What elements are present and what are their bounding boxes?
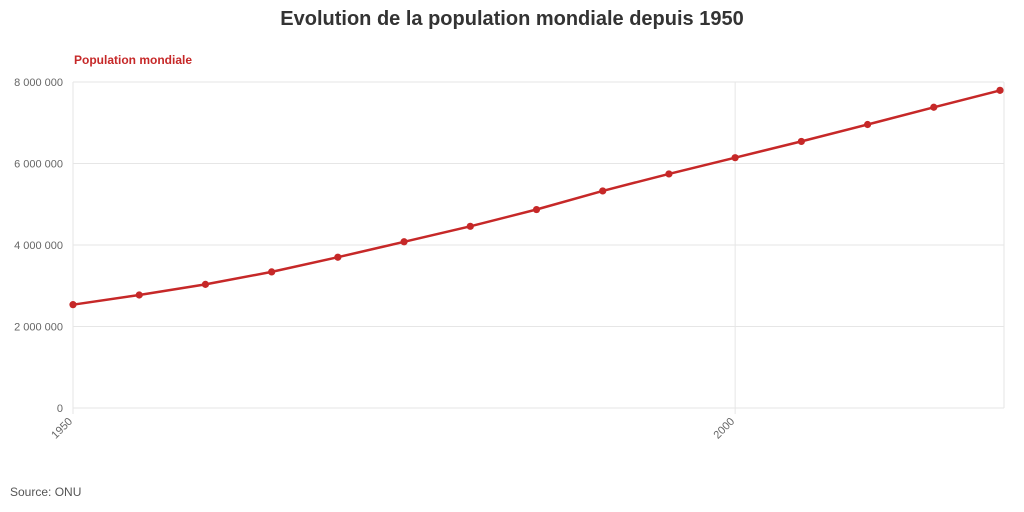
grid-lines <box>72 81 1005 414</box>
data-point <box>135 291 143 299</box>
y-tick-label: 2 000 000 <box>14 322 63 334</box>
y-tick-label: 4 000 000 <box>14 240 63 252</box>
data-point <box>69 301 77 309</box>
source-text: Source: ONU <box>10 485 82 499</box>
data-point <box>334 253 342 261</box>
y-tick-label: 6 000 000 <box>14 159 63 171</box>
data-point <box>599 187 607 195</box>
y-tick-label: 0 <box>57 403 63 415</box>
data-point <box>532 205 541 214</box>
axis-labels: 0 2 000 000 4 000 000 6 000 000 8 000 000 195… <box>14 77 737 441</box>
data-point <box>201 280 210 288</box>
data-point <box>996 86 1004 94</box>
data-point <box>665 170 673 178</box>
data-point <box>731 154 739 162</box>
data-point <box>863 120 872 129</box>
series-label: Population mondiale <box>74 53 193 67</box>
data-point <box>930 103 938 111</box>
x-tick-label: 2000 <box>711 416 737 442</box>
series-layer <box>69 86 1004 309</box>
chart-title: Evolution de la population mondiale depu… <box>280 8 744 30</box>
y-tick-label: 8 000 000 <box>14 77 63 89</box>
data-point <box>268 268 276 276</box>
x-tick-label: 1950 <box>49 416 75 442</box>
data-point <box>466 222 474 230</box>
data-point <box>400 238 408 246</box>
series-line <box>71 89 1002 306</box>
data-point <box>797 137 805 146</box>
source-note: Source: ONU <box>10 485 81 499</box>
